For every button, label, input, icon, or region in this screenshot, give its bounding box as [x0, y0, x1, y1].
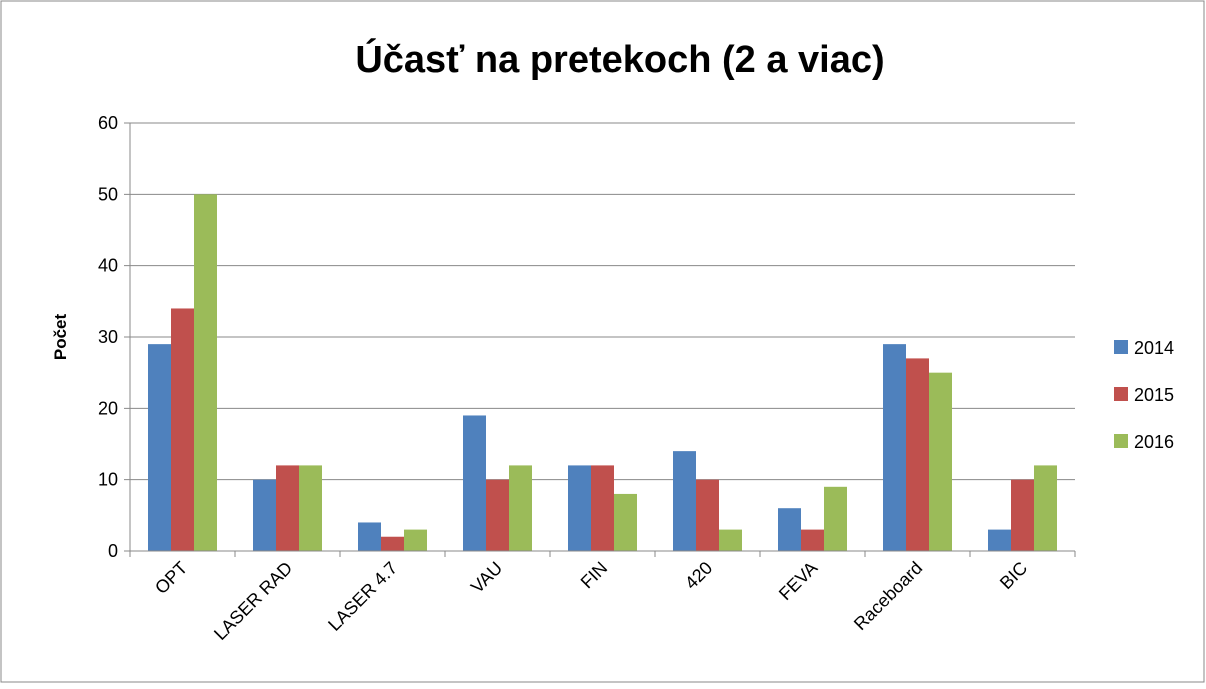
y-tick-label: 10 [98, 470, 118, 490]
bar [673, 451, 696, 551]
legend-swatch [1114, 340, 1128, 354]
bar [1011, 479, 1034, 551]
y-tick-label: 40 [98, 256, 118, 276]
bar [404, 529, 427, 551]
bar [171, 308, 194, 551]
legend-swatch [1114, 434, 1128, 448]
bar [719, 529, 742, 551]
y-tick-label: 30 [98, 327, 118, 347]
bar [1034, 465, 1057, 551]
bar [568, 465, 591, 551]
bar [883, 344, 906, 551]
legend-label: 2014 [1134, 338, 1174, 358]
bar [148, 344, 171, 551]
bar [591, 465, 614, 551]
y-tick-label: 0 [108, 541, 118, 561]
chart-title: Účasť na pretekoch (2 a viac) [355, 37, 884, 81]
bar [824, 486, 847, 551]
bar [463, 415, 486, 551]
bar [696, 479, 719, 551]
bar [253, 479, 276, 551]
bar [299, 465, 322, 551]
bar [194, 194, 217, 552]
bar [929, 372, 952, 551]
y-axis-label: Počet [51, 314, 70, 361]
bar [276, 465, 299, 551]
y-tick-label: 50 [98, 184, 118, 204]
bar [988, 529, 1011, 551]
legend-label: 2016 [1134, 432, 1174, 452]
bar [486, 479, 509, 551]
bar [778, 508, 801, 551]
bar [614, 493, 637, 551]
y-tick-label: 60 [98, 113, 118, 133]
bar [801, 529, 824, 551]
bar [381, 536, 404, 551]
legend-swatch [1114, 387, 1128, 401]
bar [358, 522, 381, 551]
bar [509, 465, 532, 551]
y-tick-label: 20 [98, 398, 118, 418]
bar [906, 358, 929, 551]
legend-label: 2015 [1134, 385, 1174, 405]
